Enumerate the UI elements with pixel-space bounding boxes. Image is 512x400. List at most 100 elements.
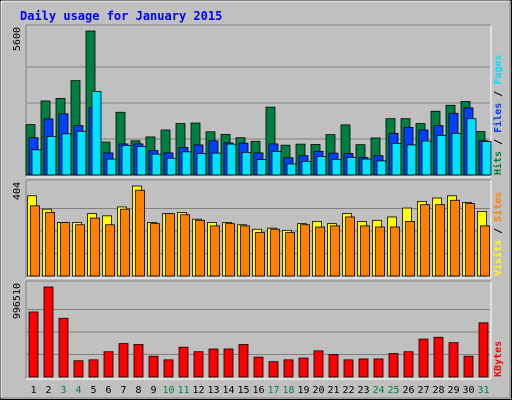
bar-sites-day-29 [450, 199, 460, 277]
y-max-label-hits: 5600 [12, 27, 23, 51]
bar-pages-day-16 [256, 159, 267, 176]
bar-pages-day-31 [481, 141, 492, 176]
bar-pages-day-19 [301, 160, 312, 176]
x-label-day: 6 [105, 385, 111, 396]
bar-pages-day-9 [151, 153, 162, 176]
bar-kbytes-day-16 [253, 356, 264, 378]
legend-text-visits: Visits / Sites [492, 192, 504, 276]
bar-kbytes-day-22 [343, 359, 354, 378]
bar-kbytes-day-7 [118, 343, 129, 378]
x-label-day: 25 [387, 385, 399, 396]
x-label-day: 12 [192, 385, 204, 396]
bar-pages-day-28 [436, 134, 447, 176]
bar-pages-day-1 [31, 149, 42, 176]
bar-pages-day-30 [466, 118, 477, 176]
legend-item-visits: Visits [492, 240, 504, 276]
bar-kbytes-day-29 [448, 342, 459, 378]
bar-kbytes-day-14 [223, 348, 234, 378]
bar-kbytes-day-24 [373, 358, 384, 378]
bar-kbytes-day-15 [238, 344, 249, 378]
bar-pages-day-22 [346, 157, 357, 176]
bar-pages-day-10 [166, 157, 177, 176]
bar-kbytes-day-18 [283, 359, 294, 378]
bar-pages-day-8 [136, 146, 147, 176]
y-max-label-visits: 404 [12, 182, 23, 200]
x-label-day: 29 [447, 385, 459, 396]
bar-sites-day-31 [480, 225, 490, 277]
y-max-label-kbytes: 996510 [12, 283, 23, 319]
x-label-day: 21 [327, 385, 339, 396]
x-label-day: 23 [357, 385, 369, 396]
bar-sites-day-5 [90, 217, 100, 277]
x-label-day: 2 [45, 385, 51, 396]
x-label-day: 24 [372, 385, 384, 396]
bar-kbytes-day-30 [463, 355, 474, 378]
bar-sites-day-20 [315, 226, 325, 277]
bar-kbytes-day-9 [148, 355, 159, 378]
bar-sites-day-26 [405, 221, 415, 277]
bar-sites-day-22 [345, 216, 355, 277]
x-label-day: 3 [60, 385, 66, 396]
bar-pages-day-15 [241, 151, 252, 176]
bar-kbytes-day-19 [298, 357, 309, 378]
bar-pages-day-24 [376, 160, 387, 176]
x-label-day: 11 [177, 385, 189, 396]
bar-pages-day-17 [271, 150, 282, 176]
bar-pages-day-18 [286, 163, 297, 176]
bar-pages-day-4 [76, 130, 87, 176]
bar-kbytes-day-8 [133, 344, 144, 378]
bar-sites-day-23 [360, 225, 370, 277]
bar-kbytes-day-1 [28, 311, 39, 378]
bar-kbytes-day-4 [73, 360, 84, 378]
bar-pages-day-29 [451, 132, 462, 176]
bar-sites-day-11 [180, 214, 190, 277]
legend-text-kbytes: KBytes [493, 341, 504, 377]
x-label-day: 4 [75, 385, 81, 396]
bar-sites-day-18 [285, 232, 295, 277]
legend-separator: / [493, 85, 504, 103]
bar-sites-day-27 [420, 204, 430, 277]
bar-sites-day-19 [300, 224, 310, 277]
x-axis-labels: 1 2 3 4 5 6 7 8 9 10 11 12 13 14 15 16 17 18 19 20 21 22 23 24 2… [30, 385, 489, 396]
legend-text-hits: Hits / Files / Pages [492, 55, 504, 175]
bar-sites-day-7 [120, 208, 130, 277]
bar-kbytes-day-12 [193, 351, 204, 378]
bar-sites-day-12 [195, 219, 205, 277]
bar-pages-day-26 [406, 144, 417, 176]
legend-hits: Hits / Files / Pages [492, 55, 504, 175]
x-label-day: 15 [237, 385, 249, 396]
x-label-day: 7 [120, 385, 126, 396]
x-label-day: 18 [282, 385, 294, 396]
x-label-day: 8 [135, 385, 141, 396]
bar-pages-day-6 [106, 158, 117, 176]
bar-sites-day-17 [270, 228, 280, 277]
chart-panels: 5600 Hits / Files / Pages 404 Visits / Site… [12, 24, 504, 380]
bar-sites-day-14 [225, 223, 235, 277]
bar-sites-day-13 [210, 225, 220, 277]
x-label-day: 22 [342, 385, 354, 396]
bar-kbytes-day-28 [433, 336, 444, 378]
bar-pages-day-13 [211, 152, 222, 176]
bar-kbytes-day-2 [43, 286, 54, 378]
panel-visits: 404 Visits / Sites [12, 179, 504, 279]
x-label-day: 19 [297, 385, 309, 396]
x-label-day: 17 [267, 385, 279, 396]
bar-kbytes-day-13 [208, 348, 219, 378]
x-label-day: 14 [222, 385, 234, 396]
bar-sites-day-6 [105, 224, 115, 277]
legend-separator: / [493, 222, 504, 240]
x-label-day: 16 [252, 385, 264, 396]
bar-pages-day-12 [196, 153, 207, 176]
bar-pages-day-7 [121, 145, 132, 176]
bar-sites-day-4 [75, 224, 85, 277]
x-label-day: 20 [312, 385, 324, 396]
bar-kbytes-day-17 [268, 361, 279, 378]
bar-kbytes-day-11 [178, 346, 189, 378]
legend-item-sites: Sites [492, 192, 504, 222]
bar-pages-day-2 [46, 136, 57, 176]
bar-sites-day-9 [150, 223, 160, 277]
legend-item-pages: Pages [493, 55, 504, 85]
bar-sites-day-24 [375, 226, 385, 277]
bar-sites-day-10 [165, 213, 175, 277]
